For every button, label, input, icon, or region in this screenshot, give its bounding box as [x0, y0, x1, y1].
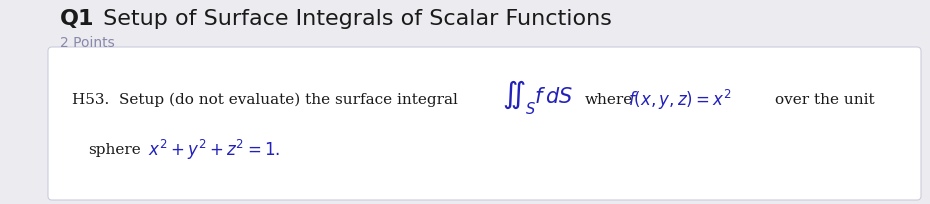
- Text: H53.  Setup (do not evaluate) the surface integral: H53. Setup (do not evaluate) the surface…: [72, 92, 458, 107]
- FancyBboxPatch shape: [48, 48, 921, 200]
- Text: $f(x, y, z) = x^2$: $f(x, y, z) = x^2$: [628, 88, 732, 112]
- Text: sphere: sphere: [88, 142, 140, 156]
- Text: $\iint_S f \, dS$: $\iint_S f \, dS$: [502, 78, 574, 117]
- Text: where: where: [585, 93, 633, 106]
- Text: 2 Points: 2 Points: [60, 36, 114, 50]
- Text: $x^2 + y^2 + z^2 = 1.$: $x^2 + y^2 + z^2 = 1.$: [148, 137, 280, 161]
- Text: Q1: Q1: [60, 9, 95, 29]
- Text: Setup of Surface Integrals of Scalar Functions: Setup of Surface Integrals of Scalar Fun…: [96, 9, 612, 29]
- Text: over the unit: over the unit: [775, 93, 874, 106]
